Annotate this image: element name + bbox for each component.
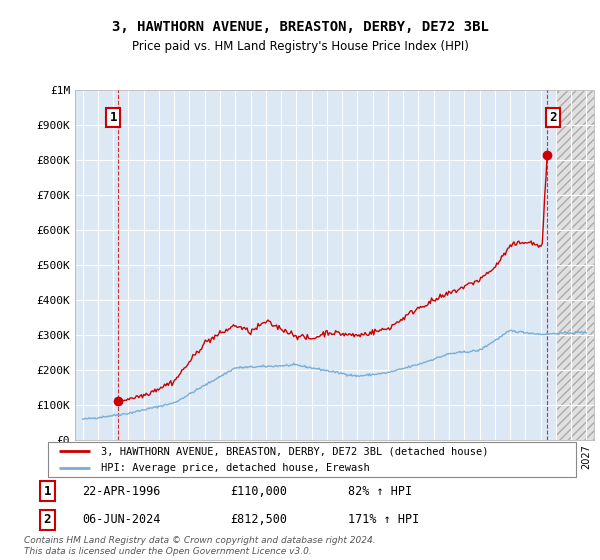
Text: 3, HAWTHORN AVENUE, BREASTON, DERBY, DE72 3BL: 3, HAWTHORN AVENUE, BREASTON, DERBY, DE7… bbox=[112, 20, 488, 34]
Bar bbox=[556, 90, 600, 440]
Text: Contains HM Land Registry data © Crown copyright and database right 2024.
This d: Contains HM Land Registry data © Crown c… bbox=[24, 536, 376, 556]
Text: 2: 2 bbox=[550, 111, 557, 124]
Text: 22-APR-1996: 22-APR-1996 bbox=[83, 485, 161, 498]
Text: £812,500: £812,500 bbox=[230, 514, 287, 526]
Text: HPI: Average price, detached house, Erewash: HPI: Average price, detached house, Erew… bbox=[101, 464, 370, 473]
Text: 06-JUN-2024: 06-JUN-2024 bbox=[83, 514, 161, 526]
Text: Price paid vs. HM Land Registry's House Price Index (HPI): Price paid vs. HM Land Registry's House … bbox=[131, 40, 469, 53]
Text: 2: 2 bbox=[44, 514, 51, 526]
Text: 3, HAWTHORN AVENUE, BREASTON, DERBY, DE72 3BL (detached house): 3, HAWTHORN AVENUE, BREASTON, DERBY, DE7… bbox=[101, 446, 488, 456]
Text: 171% ↑ HPI: 171% ↑ HPI bbox=[347, 514, 419, 526]
Text: 82% ↑ HPI: 82% ↑ HPI bbox=[347, 485, 412, 498]
Text: £110,000: £110,000 bbox=[230, 485, 287, 498]
Text: 1: 1 bbox=[110, 111, 117, 124]
Text: 1: 1 bbox=[44, 485, 51, 498]
